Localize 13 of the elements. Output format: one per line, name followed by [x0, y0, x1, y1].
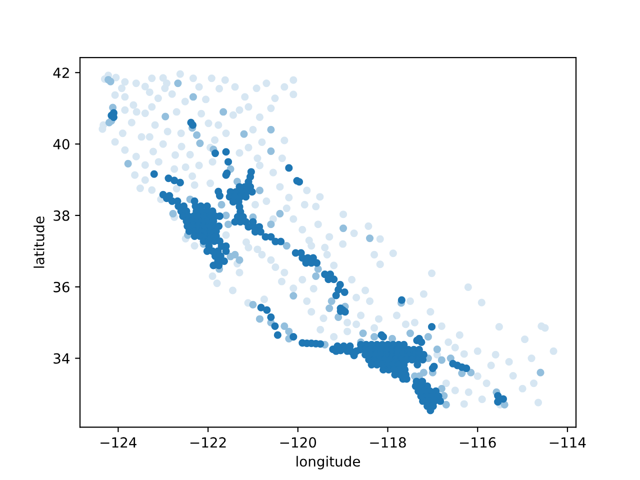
x-tick-label: −118	[370, 437, 406, 448]
y-tick-label: 40	[53, 138, 70, 150]
y-tick-label: 38	[54, 210, 70, 221]
y-axis-title: latitude	[34, 216, 44, 268]
x-tick-label: −124	[100, 437, 136, 448]
y-tick-label: 34	[54, 353, 70, 364]
x-tick-label: −116	[460, 437, 496, 448]
y-tick-label: 36	[54, 282, 70, 292]
y-tick-label: 42	[53, 68, 69, 78]
x-tick-label: −120	[280, 437, 316, 448]
x-axis-title: longitude	[296, 456, 360, 470]
x-tick-label: −122	[190, 437, 226, 448]
x-tick-label: −114	[550, 437, 586, 448]
